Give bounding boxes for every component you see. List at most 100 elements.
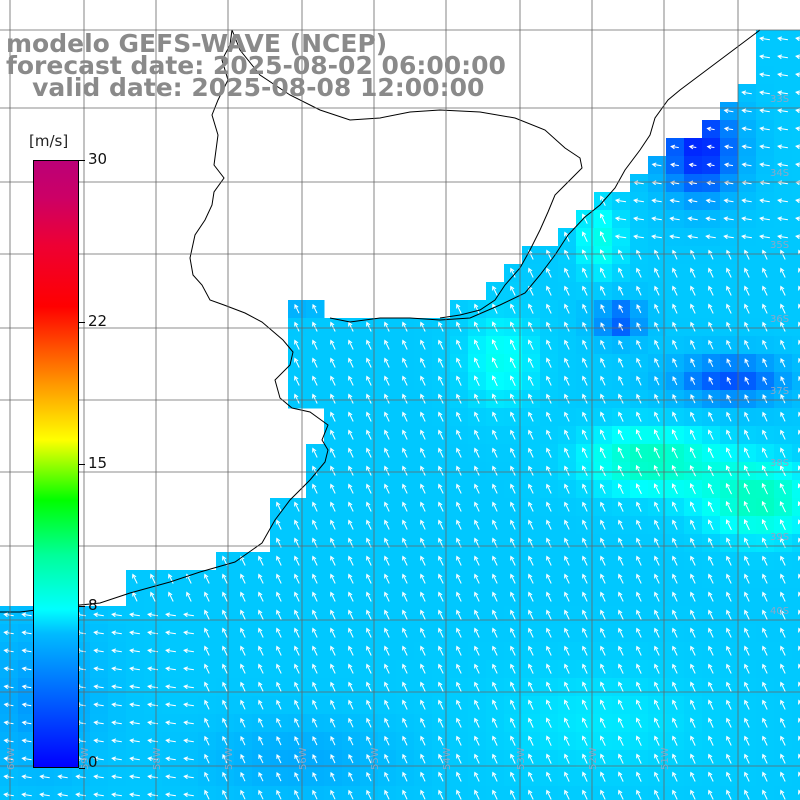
wind-arrow: [600, 304, 606, 314]
wind-arrow: [636, 357, 642, 368]
wind-arrow: [420, 771, 426, 782]
wind-arrow: [312, 393, 318, 404]
wind-arrow: [564, 663, 570, 674]
wind-arrow: [654, 393, 660, 404]
longitude-labels: 60W 59W 58W 57W 56W 55W 54W 53W 52W 51W: [6, 747, 671, 770]
wind-arrow: [528, 303, 534, 314]
wind-arrow: [240, 573, 246, 584]
wind-arrow: [744, 411, 750, 422]
wind-arrow: [492, 681, 498, 692]
wind-arrow: [129, 684, 140, 690]
wind-arrow: [690, 555, 696, 566]
wind-arrow: [330, 321, 336, 332]
wind-arrow: [564, 771, 570, 782]
wind-arrow: [726, 411, 732, 422]
wind-arrow: [564, 393, 570, 404]
wind-arrow: [726, 609, 732, 620]
wind-arrow: [492, 609, 498, 620]
wind-arrow: [456, 789, 462, 800]
wind-arrow: [204, 789, 210, 800]
wind-arrow: [204, 699, 210, 710]
wind-arrow: [366, 573, 372, 584]
wind-arrow: [276, 609, 282, 620]
wind-speed-cell: [792, 714, 800, 733]
wind-arrow: [456, 645, 462, 656]
wind-arrow: [654, 699, 660, 710]
wind-arrow: [690, 789, 696, 800]
wind-arrow: [474, 573, 480, 584]
wind-arrow: [636, 609, 642, 620]
wind-arrow: [21, 774, 32, 780]
wind-arrow: [312, 465, 318, 476]
wind-speed-cell: [738, 786, 757, 800]
wind-arrow: [690, 339, 696, 350]
wind-arrow: [582, 627, 588, 638]
wind-arrow: [348, 681, 354, 692]
wind-arrow: [240, 627, 246, 638]
wind-arrow: [672, 627, 678, 638]
wind-arrow: [654, 573, 660, 584]
wind-arrow: [492, 465, 498, 476]
wind-arrow: [744, 555, 750, 566]
wind-arrow: [726, 447, 732, 459]
wind-arrow: [258, 573, 264, 584]
wind-arrow: [546, 501, 552, 512]
wind-arrow: [546, 555, 552, 566]
wind-speed-cell: [792, 408, 800, 427]
wind-arrow: [780, 591, 786, 602]
wind-arrow: [726, 303, 732, 314]
wind-arrow: [510, 573, 516, 584]
wind-arrow: [636, 249, 642, 260]
wind-arrow: [111, 720, 122, 726]
wind-speed-cell: [792, 768, 800, 787]
wind-arrow: [21, 792, 32, 798]
wind-arrow: [636, 771, 642, 782]
wind-arrow: [366, 357, 372, 368]
wind-arrow: [633, 216, 644, 222]
wind-speed-cell: [774, 786, 793, 800]
wind-arrow: [762, 394, 768, 404]
wind-arrow: [366, 717, 372, 728]
colorbar-tick-label: 8: [88, 595, 98, 614]
wind-arrow: [617, 464, 624, 477]
wind-arrow: [795, 198, 800, 204]
wind-arrow: [510, 519, 516, 530]
wind-arrow: [654, 789, 660, 800]
wind-speed-cell: [792, 750, 800, 769]
wind-arrow: [420, 555, 426, 566]
wind-arrow: [546, 249, 552, 260]
wind-arrow: [708, 681, 714, 692]
wind-arrow: [111, 612, 122, 618]
wind-arrow: [654, 663, 660, 674]
wind-arrow: [600, 285, 606, 296]
wind-arrow: [654, 357, 660, 368]
wind-arrow: [456, 753, 462, 764]
wind-arrow: [366, 321, 372, 332]
wind-arrow: [744, 771, 750, 782]
wind-arrow: [384, 573, 390, 584]
wind-arrow: [384, 357, 390, 368]
wind-arrow: [474, 465, 480, 476]
wind-arrow: [708, 411, 714, 422]
wind-arrow: [743, 465, 750, 477]
wind-arrow: [708, 267, 714, 278]
wind-arrow: [294, 393, 300, 404]
wind-arrow: [688, 162, 697, 168]
wind-arrow: [510, 465, 516, 476]
wind-arrow: [3, 702, 14, 708]
wind-arrow: [276, 789, 282, 800]
wind-arrow: [474, 789, 480, 800]
wind-arrow: [384, 483, 390, 494]
wind-arrow: [384, 339, 390, 350]
wind-arrow: [276, 645, 282, 656]
wind-arrow: [546, 591, 552, 602]
wind-arrow: [600, 681, 606, 692]
wind-arrow: [402, 483, 408, 494]
wind-arrow: [528, 645, 534, 656]
wind-arrow: [420, 573, 426, 584]
wind-arrow: [438, 339, 444, 350]
wind-arrow: [528, 339, 534, 350]
wind-arrow: [705, 216, 716, 222]
wind-arrow: [672, 339, 678, 350]
wind-speed-cell: [756, 786, 775, 800]
